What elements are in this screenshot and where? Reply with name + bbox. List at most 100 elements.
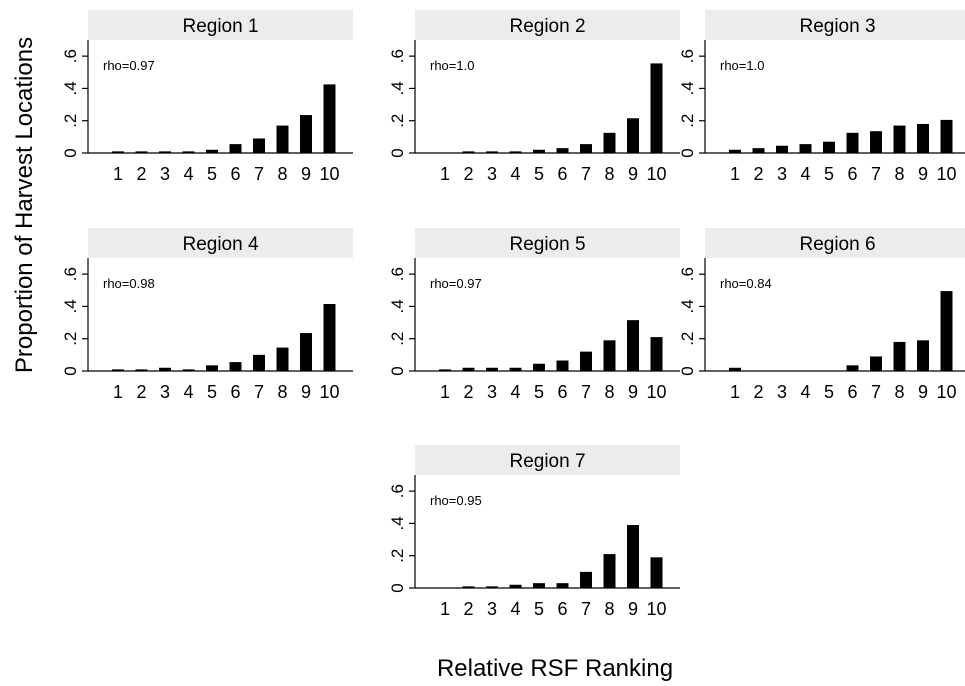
x-tick-label: 10 bbox=[646, 164, 666, 184]
y-tick-label: .4 bbox=[388, 299, 407, 313]
bar-4 bbox=[182, 151, 195, 153]
x-tick-label: 7 bbox=[581, 382, 591, 402]
bar-1 bbox=[729, 367, 741, 371]
bar-5 bbox=[533, 149, 545, 153]
bar-2 bbox=[462, 151, 475, 153]
bar-9 bbox=[627, 525, 639, 588]
y-tick-label: .4 bbox=[61, 81, 80, 95]
bar-6 bbox=[556, 360, 569, 371]
panel-title: Region 1 bbox=[182, 16, 258, 37]
y-tick-label: .2 bbox=[388, 549, 407, 563]
y-tick-label: .6 bbox=[61, 267, 80, 281]
bar-3 bbox=[159, 151, 171, 153]
bar-2 bbox=[462, 367, 475, 371]
y-tick-label: 0 bbox=[388, 583, 407, 592]
panel-header bbox=[705, 228, 965, 258]
x-tick-label: 2 bbox=[136, 164, 146, 184]
y-tick-label: .4 bbox=[678, 299, 697, 313]
panel-region-4: Region 4 0 .2 .4 .6 rho=0.98 1 2 3 4 5 6 7 8 9 10 bbox=[61, 228, 353, 402]
y-axis-title: Proportion of Harvest Locations bbox=[11, 37, 38, 373]
x-tick-label: 7 bbox=[581, 599, 591, 619]
x-tick-label: 9 bbox=[628, 599, 638, 619]
x-tick-label: 5 bbox=[207, 382, 217, 402]
panel-title: Region 5 bbox=[509, 234, 585, 255]
y-tick-label: .6 bbox=[388, 267, 407, 281]
y-tick-label: .2 bbox=[388, 332, 407, 346]
bar-7 bbox=[253, 354, 265, 371]
y-tick-label: 0 bbox=[61, 148, 80, 157]
rho-annotation: rho=0.97 bbox=[103, 58, 155, 73]
bar-9 bbox=[917, 123, 929, 153]
bar-6 bbox=[556, 583, 569, 588]
bar-5 bbox=[206, 365, 218, 371]
x-tick-label: 7 bbox=[871, 382, 881, 402]
x-tick-label: 4 bbox=[183, 164, 193, 184]
panel-region-7: Region 7 0 .2 .4 .6 rho=0.95 1 2 3 4 5 6 7 8 9 10 bbox=[388, 445, 680, 619]
bar-7 bbox=[580, 351, 592, 371]
x-tick-label: 2 bbox=[136, 382, 146, 402]
rho-annotation: rho=1.0 bbox=[720, 58, 764, 73]
bar-3 bbox=[486, 151, 498, 153]
panel-region-3: Region 3 0 .2 .4 .6 rho=1.0 1 2 3 4 5 6 7 8 9 10 bbox=[678, 10, 965, 184]
x-tick-label: 4 bbox=[800, 164, 810, 184]
x-tick-label: 8 bbox=[604, 599, 614, 619]
y-tick-label: .6 bbox=[388, 484, 407, 498]
y-tick-label: .4 bbox=[61, 299, 80, 313]
panel-header bbox=[415, 10, 680, 40]
bar-6 bbox=[846, 365, 859, 371]
bar-10 bbox=[650, 63, 663, 153]
x-tick-label: 5 bbox=[534, 382, 544, 402]
y-tick-label: .6 bbox=[678, 267, 697, 281]
x-tick-label: 5 bbox=[207, 164, 217, 184]
bar-2 bbox=[135, 369, 148, 371]
x-tick-label: 3 bbox=[487, 382, 497, 402]
bar-10 bbox=[940, 291, 953, 371]
bar-8 bbox=[276, 347, 289, 371]
y-tick-label: .2 bbox=[678, 332, 697, 346]
bar-3 bbox=[159, 367, 171, 371]
x-tick-label: 6 bbox=[847, 382, 857, 402]
bar-4 bbox=[182, 369, 195, 371]
x-tick-label: 6 bbox=[230, 164, 240, 184]
x-tick-label: 5 bbox=[824, 164, 834, 184]
y-tick-label: 0 bbox=[678, 366, 697, 375]
bar-5 bbox=[206, 149, 218, 153]
bar-1 bbox=[112, 369, 124, 371]
x-tick-label: 10 bbox=[319, 164, 339, 184]
x-tick-label: 1 bbox=[440, 164, 450, 184]
x-tick-label: 1 bbox=[730, 164, 740, 184]
bar-8 bbox=[276, 125, 289, 153]
x-tick-label: 6 bbox=[557, 599, 567, 619]
bar-3 bbox=[776, 145, 788, 153]
x-tick-label: 2 bbox=[753, 382, 763, 402]
x-tick-label: 1 bbox=[440, 599, 450, 619]
x-tick-label: 8 bbox=[604, 382, 614, 402]
rho-annotation: rho=0.97 bbox=[430, 276, 482, 291]
x-tick-label: 8 bbox=[894, 164, 904, 184]
x-tick-label: 9 bbox=[301, 164, 311, 184]
panel-region-6: Region 6 0 .2 .4 .6 rho=0.84 1 2 3 4 5 6 7 8 9 10 bbox=[678, 228, 965, 402]
panel-title: Region 4 bbox=[182, 234, 258, 255]
panel-title: Region 3 bbox=[799, 16, 875, 37]
x-tick-label: 9 bbox=[628, 382, 638, 402]
bar-2 bbox=[135, 151, 148, 153]
bar-7 bbox=[580, 571, 592, 588]
bar-7 bbox=[870, 131, 882, 153]
panel-region-5: Region 5 0 .2 .4 .6 rho=0.97 1 2 3 4 5 6 7 8 9 10 bbox=[388, 228, 680, 402]
x-tick-label: 4 bbox=[800, 382, 810, 402]
bar-4 bbox=[509, 367, 522, 371]
x-tick-label: 3 bbox=[777, 164, 787, 184]
x-tick-label: 7 bbox=[254, 382, 264, 402]
x-tick-label: 2 bbox=[463, 164, 473, 184]
bar-10 bbox=[940, 119, 953, 153]
bar-7 bbox=[253, 138, 265, 153]
y-tick-label: .2 bbox=[61, 332, 80, 346]
bar-6 bbox=[229, 362, 242, 371]
x-tick-label: 1 bbox=[113, 164, 123, 184]
x-tick-label: 3 bbox=[160, 382, 170, 402]
bar-4 bbox=[509, 151, 522, 153]
x-tick-label: 10 bbox=[646, 599, 666, 619]
x-tick-label: 8 bbox=[894, 382, 904, 402]
